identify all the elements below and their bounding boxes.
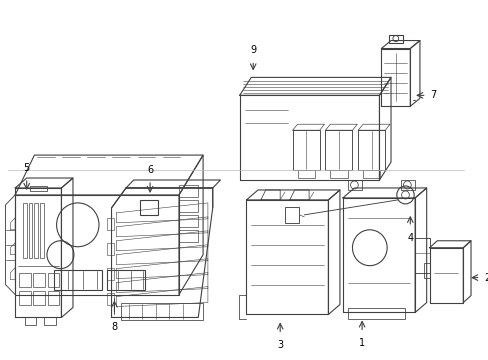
Bar xyxy=(44,318,56,325)
Text: 2: 2 xyxy=(484,273,488,283)
Bar xyxy=(140,200,158,215)
Text: 1: 1 xyxy=(358,338,365,348)
Bar xyxy=(179,215,198,227)
Text: 5: 5 xyxy=(23,163,30,173)
Bar xyxy=(33,273,45,287)
Text: 4: 4 xyxy=(407,233,412,243)
Bar xyxy=(30,186,47,191)
Bar xyxy=(19,273,31,287)
Bar xyxy=(297,170,314,178)
Bar xyxy=(23,203,27,258)
Bar xyxy=(358,130,385,170)
Bar xyxy=(292,130,319,170)
Bar xyxy=(121,302,203,320)
Bar xyxy=(179,230,198,242)
Bar xyxy=(29,203,32,258)
Bar xyxy=(285,207,299,223)
Bar xyxy=(400,180,414,190)
Bar xyxy=(106,293,114,305)
Bar xyxy=(48,291,60,305)
Bar xyxy=(106,268,114,280)
Text: 9: 9 xyxy=(250,45,256,55)
Bar xyxy=(19,291,31,305)
Bar xyxy=(179,185,198,197)
Bar xyxy=(388,35,402,42)
Bar xyxy=(40,203,44,258)
Bar xyxy=(179,200,198,212)
Text: 3: 3 xyxy=(277,340,283,350)
Bar xyxy=(34,203,38,258)
Text: 8: 8 xyxy=(111,323,117,332)
Bar xyxy=(106,218,114,230)
Bar xyxy=(106,243,114,255)
Bar xyxy=(106,270,145,289)
Bar xyxy=(362,170,380,178)
Text: 7: 7 xyxy=(429,90,436,100)
Bar xyxy=(48,273,60,287)
Text: 6: 6 xyxy=(147,165,153,175)
Bar xyxy=(347,180,362,190)
Bar xyxy=(329,170,347,178)
Bar xyxy=(325,130,352,170)
Bar xyxy=(33,291,45,305)
Bar xyxy=(54,270,102,289)
Bar xyxy=(347,307,405,319)
Bar xyxy=(414,238,428,273)
Bar xyxy=(25,318,36,325)
